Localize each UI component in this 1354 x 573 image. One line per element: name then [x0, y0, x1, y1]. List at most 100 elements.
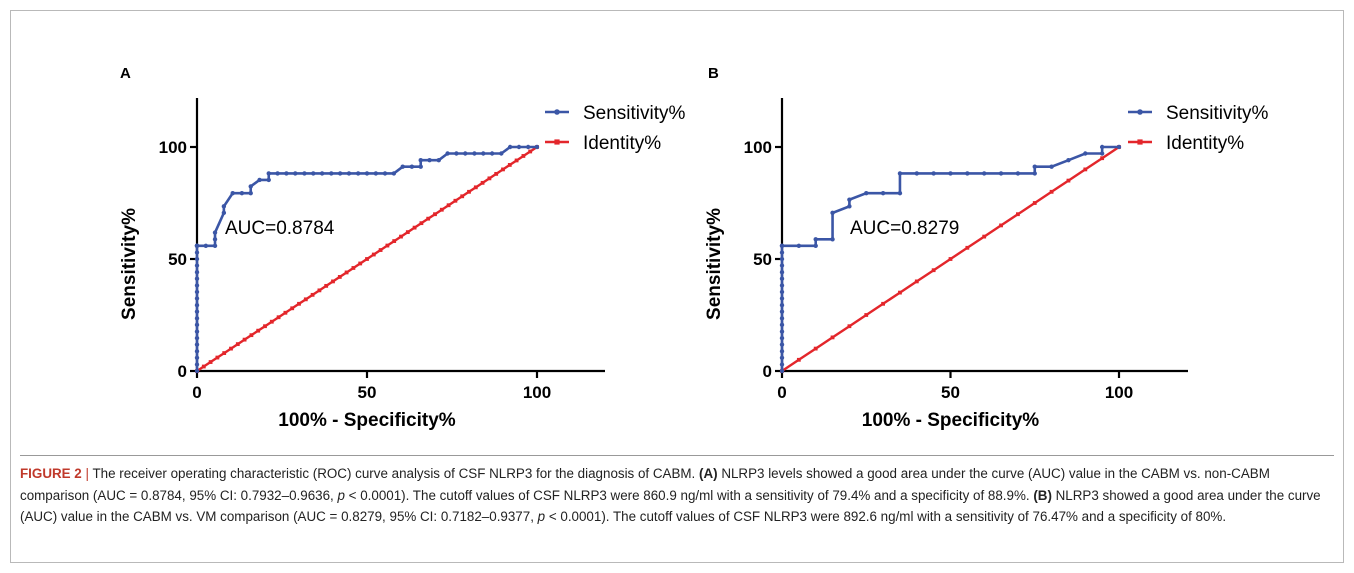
data-point-sensitivity: [1083, 151, 1088, 156]
data-point-sensitivity: [948, 171, 953, 176]
data-point-identity: [446, 203, 451, 208]
data-point-sensitivity: [445, 151, 450, 156]
data-point-identity: [847, 324, 852, 329]
data-point-sensitivity: [813, 243, 818, 248]
data-point-sensitivity: [230, 190, 235, 196]
data-point-identity: [290, 306, 295, 311]
caption-panel-a-text-2: < 0.0001). The cutoff values of CSF NLRP…: [344, 487, 1034, 503]
data-point-sensitivity: [516, 144, 522, 150]
data-point-identity: [317, 288, 322, 293]
data-point-identity: [242, 337, 247, 342]
data-point-identity: [222, 351, 227, 355]
figure-frame: [10, 10, 1344, 563]
data-point-identity: [426, 216, 431, 221]
data-point-identity: [276, 315, 281, 320]
data-point-sensitivity: [779, 329, 785, 334]
data-point-sensitivity: [194, 368, 200, 374]
data-point-sensitivity: [311, 171, 316, 176]
data-point-sensitivity: [1015, 171, 1021, 176]
data-point-identity: [365, 257, 369, 261]
data-point-sensitivity: [454, 151, 459, 156]
series-sensitivity: [194, 144, 540, 374]
data-point-identity: [256, 328, 261, 333]
data-point-sensitivity: [779, 283, 785, 288]
data-point-identity: [378, 248, 383, 252]
data-point-identity: [898, 290, 902, 295]
data-point-sensitivity: [194, 243, 200, 248]
data-point-sensitivity: [382, 171, 388, 176]
data-point-sensitivity: [779, 276, 785, 281]
data-point-sensitivity: [489, 151, 495, 156]
y-tick-label: 100: [744, 138, 772, 157]
data-point-identity: [514, 158, 519, 163]
data-point-sensitivity: [194, 322, 200, 328]
data-point-sensitivity: [194, 309, 200, 314]
data-point-identity: [965, 245, 970, 250]
data-point-sensitivity: [779, 349, 785, 354]
data-point-identity: [201, 364, 206, 369]
x-tick-label: 50: [358, 383, 377, 402]
legend-label-sensitivity: Sensitivity%: [1166, 103, 1269, 124]
legend-label-identity: Identity%: [583, 133, 661, 154]
panel-label: A: [120, 65, 131, 82]
data-point-sensitivity: [525, 144, 531, 150]
data-point-sensitivity: [779, 342, 785, 347]
series-identity: [780, 145, 1121, 373]
caption-panel-b-text-2: < 0.0001). The cutoff values of CSF NLRP…: [545, 509, 1227, 524]
data-point-sensitivity: [481, 151, 486, 156]
data-point-sensitivity: [212, 230, 218, 235]
y-tick-label: 100: [159, 138, 187, 157]
data-point-sensitivity: [194, 342, 200, 347]
data-point-sensitivity: [418, 164, 423, 169]
legend-marker-sensitivity: [554, 109, 560, 115]
data-point-sensitivity: [472, 151, 477, 156]
data-point-identity: [1066, 178, 1071, 183]
data-point-sensitivity: [239, 190, 245, 196]
data-point-sensitivity: [779, 368, 785, 374]
data-point-identity: [324, 283, 329, 288]
series-line-sensitivity: [780, 145, 1119, 371]
data-point-sensitivity: [897, 171, 903, 176]
data-point-identity: [235, 342, 240, 347]
data-point-sensitivity: [965, 171, 970, 176]
data-point-sensitivity: [436, 158, 441, 163]
data-point-sensitivity: [931, 171, 936, 176]
data-point-identity: [263, 324, 267, 329]
data-point-sensitivity: [1099, 144, 1105, 150]
data-point-sensitivity: [847, 197, 852, 202]
data-point-identity: [392, 239, 397, 243]
data-point-sensitivity: [1116, 144, 1122, 150]
data-point-identity: [405, 230, 410, 235]
data-point-identity: [1100, 156, 1105, 161]
series-sensitivity: [779, 144, 1122, 374]
data-point-sensitivity: [221, 210, 227, 216]
data-point-sensitivity: [221, 204, 227, 209]
data-point-sensitivity: [275, 171, 280, 176]
data-point-sensitivity: [830, 237, 835, 242]
data-point-sensitivity: [302, 171, 307, 176]
data-point-sensitivity: [194, 316, 200, 321]
figure-caption: FIGURE 2 | The receiver operating charac…: [20, 463, 1334, 528]
caption-panel-b-p: p: [537, 509, 546, 524]
data-point-identity: [337, 275, 342, 279]
data-point-sensitivity: [779, 296, 785, 301]
data-point-sensitivity: [796, 243, 802, 248]
series-identity: [195, 145, 539, 373]
data-point-identity: [881, 301, 885, 306]
caption-divider: [20, 455, 1334, 456]
figure-charts: A 0 50 100 0 50 100 100% - Specificity% Sensitiv…: [119, 65, 1269, 431]
data-point-identity: [796, 357, 801, 362]
data-point-identity: [412, 225, 417, 230]
data-point-sensitivity: [1099, 151, 1105, 156]
data-point-sensitivity: [813, 237, 818, 242]
y-axis-label: Sensitivity%: [119, 208, 140, 320]
data-point-identity: [480, 180, 485, 185]
data-point-sensitivity: [463, 151, 468, 156]
data-point-sensitivity: [779, 263, 785, 268]
data-point-sensitivity: [998, 171, 1004, 176]
data-point-sensitivity: [248, 190, 253, 196]
y-tick-label: 50: [753, 250, 772, 269]
auc-annotation: AUC=0.8784: [225, 218, 335, 239]
data-point-sensitivity: [779, 289, 785, 295]
data-point-identity: [303, 297, 308, 302]
